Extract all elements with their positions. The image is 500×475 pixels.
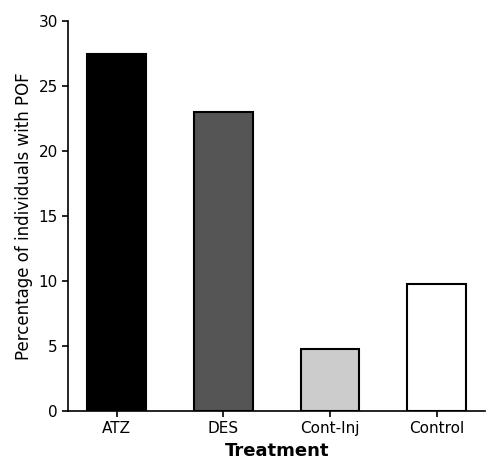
Bar xyxy=(300,349,360,411)
X-axis label: Treatment: Treatment xyxy=(224,442,329,460)
Bar xyxy=(88,54,146,411)
Bar xyxy=(408,284,466,411)
Bar xyxy=(194,112,252,411)
Y-axis label: Percentage of individuals with POF: Percentage of individuals with POF xyxy=(15,72,33,360)
